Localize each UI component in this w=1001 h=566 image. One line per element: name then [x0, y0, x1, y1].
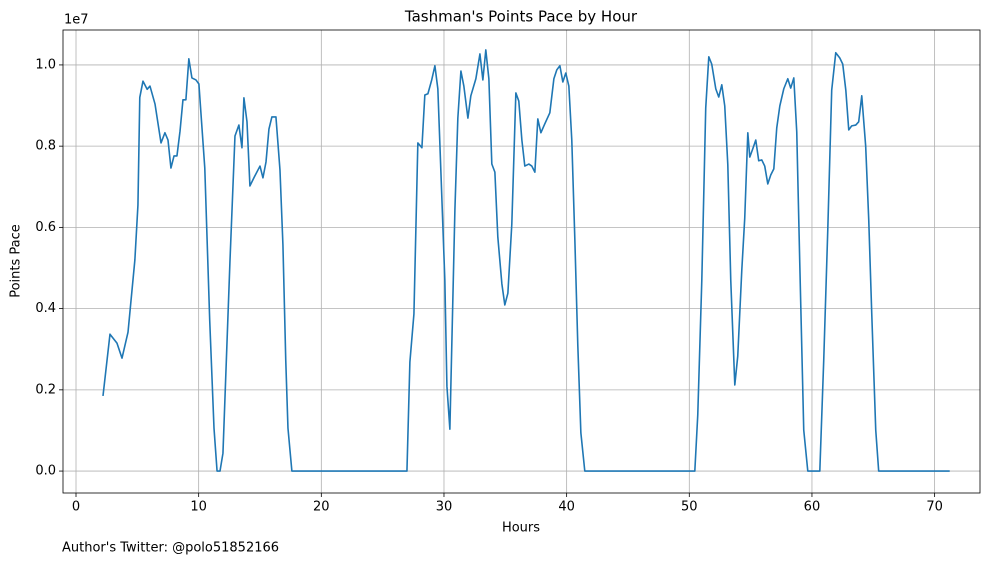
y-tick-label: 0.4 — [35, 301, 56, 316]
x-tick-label: 30 — [436, 500, 453, 515]
x-tick-label: 60 — [804, 500, 821, 515]
y-tick-label: 0.8 — [35, 139, 56, 154]
x-tick-label: 0 — [72, 500, 80, 515]
data-line — [102, 49, 950, 472]
y-axis-label: Points Pace — [9, 224, 24, 298]
x-axis-label: Hours — [502, 521, 540, 536]
x-tick-label: 10 — [190, 500, 207, 515]
plot-frame — [62, 29, 981, 494]
chart-title: Tashman's Points Pace by Hour — [404, 8, 638, 26]
x-tick-label: 50 — [681, 500, 698, 515]
y-tick-label: 0.0 — [35, 464, 56, 479]
footer: Author's Twitter: @polo51852166 — [62, 541, 279, 556]
y-tick-label: 1.0 — [35, 57, 56, 72]
y-tick-label: 0.2 — [35, 382, 56, 397]
x-tick-label: 20 — [313, 500, 330, 515]
y-tick-label: 0.6 — [35, 220, 56, 235]
x-tick-label: 40 — [558, 500, 575, 515]
y-offset-label: 1e7 — [64, 13, 89, 28]
x-tick-label: 70 — [926, 500, 943, 515]
